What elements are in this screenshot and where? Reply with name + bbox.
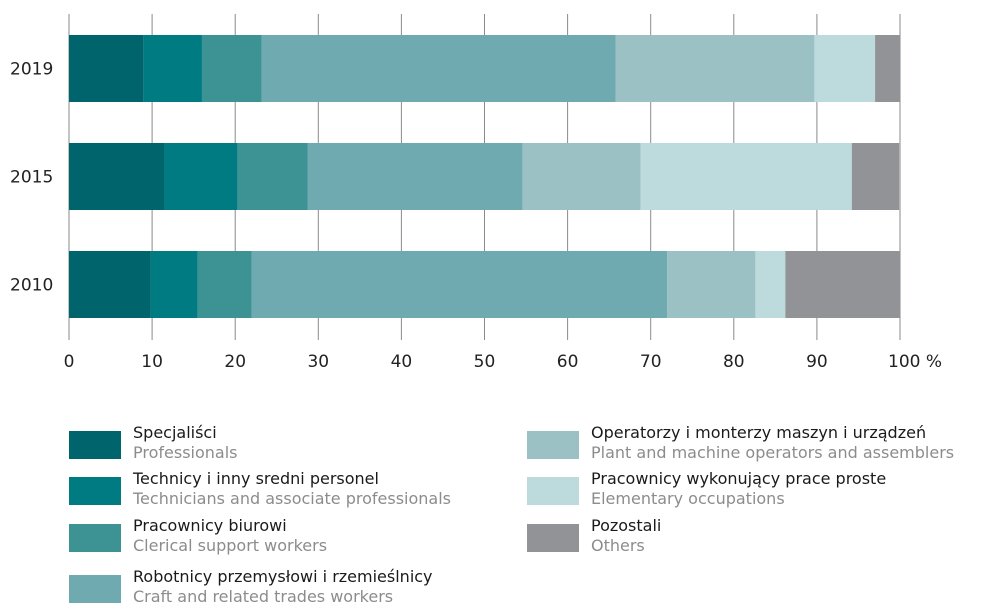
legend-label: Pozostali — [591, 516, 662, 535]
legend-label-en: Others — [591, 536, 645, 555]
x-tick-label: 50 — [474, 352, 496, 372]
bar-segment-2010-3 — [197, 251, 252, 318]
bar-segment-2019-4 — [261, 35, 616, 102]
bar-segment-2019-1 — [69, 35, 144, 102]
x-axis-labels: 0 10 20 30 40 50 60 70 80 90 100 % — [64, 352, 942, 372]
legend-label: Operatorzy i monterzy maszyn i urządzeń — [591, 423, 927, 442]
bar-segment-2015-2 — [164, 143, 238, 210]
bar-segment-2015-4 — [307, 143, 523, 210]
legend-swatch — [69, 524, 121, 552]
legend-label-en: Elementary occupations — [591, 489, 785, 508]
bar-segment-2010-5 — [667, 251, 756, 318]
legend-item: Pracownicy wykonujący prace proste Elemen… — [527, 469, 886, 509]
bar-segment-2019-7 — [875, 35, 900, 102]
legend-swatch — [527, 477, 579, 505]
bar-segment-2015-7 — [851, 143, 900, 210]
bar-segment-2015-1 — [69, 143, 165, 210]
legend-item: Operatorzy i monterzy maszyn i urządzeń P… — [527, 423, 954, 463]
legend-label-en: Clerical support workers — [133, 536, 328, 555]
legend-label: Robotnicy przemysłowi i rzemieślnicy — [133, 567, 433, 586]
x-tick-label: 90 — [806, 352, 828, 372]
bar-segment-2010-6 — [755, 251, 786, 318]
legend-item: Robotnicy przemysłowi i rzemieślnicy Craf… — [69, 567, 433, 607]
bar-segment-2015-5 — [522, 143, 641, 210]
bar-segment-2019-2 — [143, 35, 202, 102]
stacked-bar-chart: 2019 2015 2010 0 10 20 30 40 50 60 70 80 90 100 % — [10, 14, 942, 372]
legend-label-en: Craft and related trades workers — [133, 587, 394, 606]
legend-label-en: Plant and machine operators and assemble… — [591, 443, 955, 462]
legend-swatch — [69, 477, 121, 505]
bar-segment-2015-6 — [640, 143, 852, 210]
bar-segment-2015-3 — [237, 143, 308, 210]
legend-item: Specjaliści Professionals — [69, 423, 238, 463]
legend-label: Pracownicy wykonujący prace proste — [591, 469, 887, 488]
bars — [69, 35, 900, 318]
x-tick-label: 100 % — [888, 352, 942, 372]
legend-label: Specjaliści — [133, 423, 217, 442]
y-tick-label: 2019 — [10, 60, 53, 80]
legend-label-en: Professionals — [133, 443, 238, 462]
x-tick-label: 40 — [391, 352, 413, 372]
y-axis-labels: 2019 2015 2010 — [10, 60, 53, 296]
legend: Specjaliści Professionals Technicy i inny … — [0, 418, 988, 614]
x-tick-label: 0 — [64, 352, 75, 372]
legend-swatch — [527, 431, 579, 459]
legend-label: Pracownicy biurowi — [133, 516, 287, 535]
x-tick-label: 70 — [640, 352, 662, 372]
bar-segment-2019-5 — [615, 35, 815, 102]
bar-segment-2010-1 — [69, 251, 151, 318]
legend-item: Pracownicy biurowi Clerical support worke… — [69, 516, 327, 556]
legend-label-en: Technicians and associate professionals — [133, 489, 452, 508]
bar-segment-2010-2 — [150, 251, 198, 318]
x-tick-label: 20 — [224, 352, 246, 372]
x-tick-label: 30 — [307, 352, 329, 372]
legend-swatch — [527, 524, 579, 552]
y-tick-label: 2015 — [10, 168, 53, 188]
bar-segment-2019-3 — [201, 35, 262, 102]
x-tick-label: 60 — [557, 352, 579, 372]
legend-item: Technicy i inny sredni personel Technicia… — [69, 469, 451, 509]
legend-swatch — [69, 431, 121, 459]
bar-segment-2010-4 — [251, 251, 668, 318]
x-tick-label: 80 — [723, 352, 745, 372]
legend-label: Technicy i inny sredni personel — [133, 469, 379, 488]
legend-swatch — [69, 575, 121, 603]
y-tick-label: 2010 — [10, 276, 53, 296]
bar-segment-2019-6 — [814, 35, 876, 102]
legend-item: Pozostali Others — [527, 516, 661, 556]
bar-segment-2010-7 — [785, 251, 900, 318]
x-tick-label: 10 — [141, 352, 163, 372]
